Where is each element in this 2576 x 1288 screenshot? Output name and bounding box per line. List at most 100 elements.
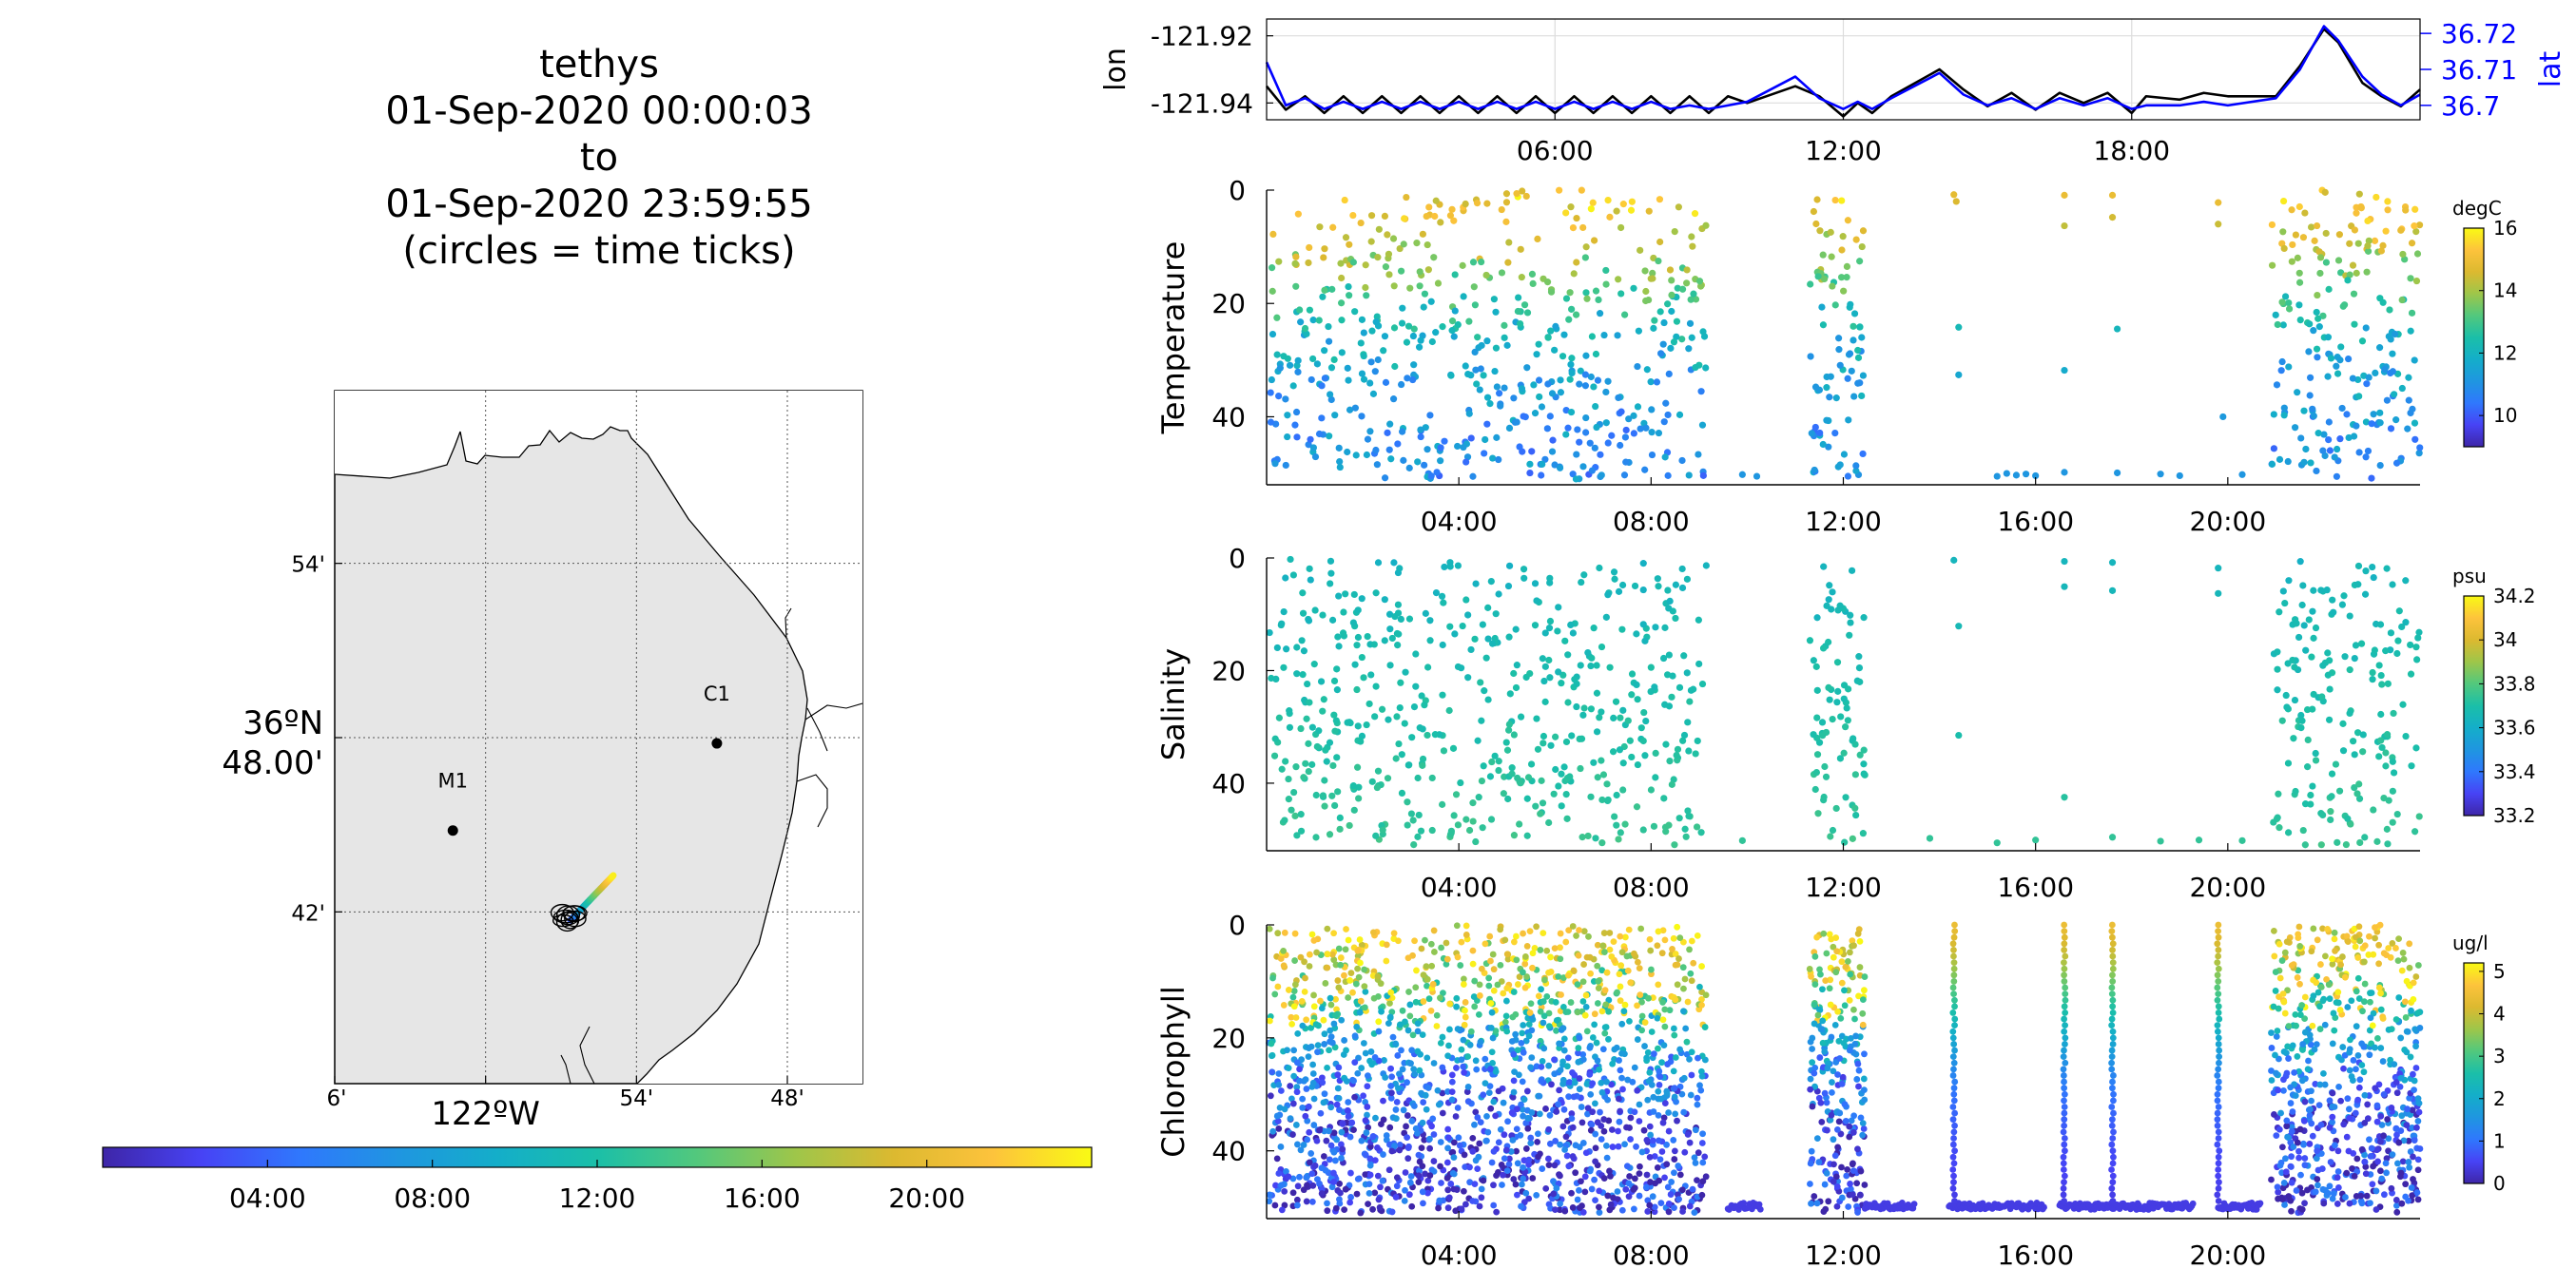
chlorophyll-point [1819, 986, 1826, 993]
salinity-point [2383, 565, 2391, 572]
temperature-point [1269, 230, 1277, 239]
chlorophyll-point [1839, 1073, 1847, 1081]
temperature-point [2270, 445, 2277, 452]
chlorophyll-point [2215, 1184, 2222, 1192]
temperature-point [1831, 196, 1839, 204]
chlorophyll-point [1522, 1145, 1530, 1152]
chlorophyll-point [1542, 1105, 1549, 1112]
chlorophyll-point [1682, 1025, 1690, 1032]
temperature-point [1576, 438, 1583, 446]
chlorophyll-point [2215, 1153, 2222, 1161]
salinity-point [1445, 706, 1453, 715]
chlorophyll-point [1430, 1131, 1438, 1138]
chlorophyll-point [2285, 1055, 2292, 1062]
chlorophyll-point [1806, 966, 1813, 972]
temperature-point [1307, 375, 1315, 384]
chlorophyll-point [2062, 952, 2069, 960]
salinity-point [1297, 811, 1305, 818]
chlorophyll-colorbar-tick-label: 1 [2493, 1129, 2506, 1152]
chlorophyll-point [1949, 1141, 1957, 1148]
chlorophyll-point [1857, 1167, 1865, 1175]
temperature-point [1360, 352, 1367, 360]
chlorophyll-point [1591, 1100, 1598, 1107]
temperature-point [1829, 282, 1836, 290]
chlorophyll-point [1472, 1108, 1480, 1116]
salinity-point [1665, 605, 1673, 612]
chlorophyll-point [2308, 1120, 2315, 1127]
temperature-point [1447, 372, 1455, 379]
salinity-point [2395, 607, 2403, 615]
chlorophyll-point [2061, 1047, 2067, 1054]
salinity-point [1683, 669, 1691, 677]
temperature-point [1592, 350, 1600, 358]
chlorophyll-point [1699, 1159, 1707, 1166]
temperature-point [1617, 441, 1624, 450]
salinity-point [1598, 643, 1606, 651]
chlorophyll-point [1444, 1204, 1452, 1212]
chlorophyll-point [1626, 1173, 1634, 1180]
temperature-point [1574, 426, 1581, 433]
temperature-point [1668, 307, 1675, 316]
chlorophyll-point [1298, 997, 1306, 1005]
temperature-point [1410, 325, 1418, 333]
chlorophyll-point [2061, 1116, 2068, 1124]
chlorophyll-point [1556, 1171, 1562, 1179]
chlorophyll-point [1859, 1131, 1867, 1139]
chlorophyll-point [1656, 1156, 1664, 1163]
salinity-point [1328, 792, 1336, 799]
chlorophyll-point [1477, 1038, 1484, 1046]
temperature-point [2219, 413, 2227, 421]
chlorophyll-point [1545, 1155, 1552, 1163]
chlorophyll-point [2305, 1106, 2313, 1114]
chlorophyll-point [1460, 1063, 1467, 1070]
chlorophyll-point [1602, 1142, 1610, 1149]
salinity-point [1684, 719, 1692, 726]
salinity-point [1822, 773, 1830, 780]
temperature-point [1593, 423, 1600, 432]
chlorophyll-point [2346, 1048, 2353, 1056]
temperature-point [2268, 460, 2276, 468]
temperature-point [1562, 295, 1571, 302]
salinity-point [1859, 830, 1867, 837]
salinity-point [1384, 775, 1392, 782]
chlorophyll-point [1638, 1148, 1646, 1156]
chlorophyll-point [2298, 1189, 2306, 1197]
chlorophyll-point [1352, 980, 1360, 988]
chlorophyll-point [1645, 994, 1652, 1002]
chlorophyll-point [2298, 1205, 2306, 1213]
salinity-tick-label-x: 04:00 [1421, 872, 1498, 903]
temperature-point [1573, 259, 1580, 266]
temperature-point [2391, 391, 2398, 398]
chlorophyll-point [1514, 981, 1521, 988]
chlorophyll-point [1824, 1126, 1830, 1134]
chlorophyll-point [1854, 1060, 1862, 1067]
chlorophyll-point [1599, 942, 1607, 950]
chlorophyll-point [2060, 1072, 2067, 1079]
temperature-point [1668, 291, 1675, 298]
chlorophyll-point [1671, 1147, 1678, 1155]
temperature-point [1625, 415, 1633, 423]
chlorophyll-point [1302, 974, 1308, 982]
salinity-point [1562, 738, 1571, 746]
salinity-tick-label-x: 08:00 [1613, 872, 1690, 903]
chlorophyll-point [2318, 1165, 2326, 1172]
chlorophyll-point [1616, 1057, 1622, 1064]
chlorophyll-point [1949, 940, 1957, 948]
salinity-point [1829, 588, 1836, 596]
temperature-point [1690, 290, 1697, 298]
temperature-point [1673, 317, 1681, 325]
temperature-point [1381, 212, 1389, 221]
chlorophyll-point [1816, 966, 1823, 973]
chlorophyll-point [1433, 1011, 1441, 1019]
chlorophyll-point [2215, 933, 2222, 941]
salinity-point [1640, 708, 1648, 717]
salinity-point [1333, 754, 1341, 761]
track-time-tick-circle [555, 912, 579, 932]
temperature-point [2355, 393, 2363, 400]
salinity-point [1290, 788, 1298, 797]
chlorophyll-point [1621, 933, 1629, 941]
chlorophyll-point [1850, 942, 1857, 950]
chlorophyll-point [1371, 1053, 1379, 1061]
chlorophyll-point [1380, 1097, 1386, 1105]
chlorophyll-point [1807, 1086, 1814, 1093]
